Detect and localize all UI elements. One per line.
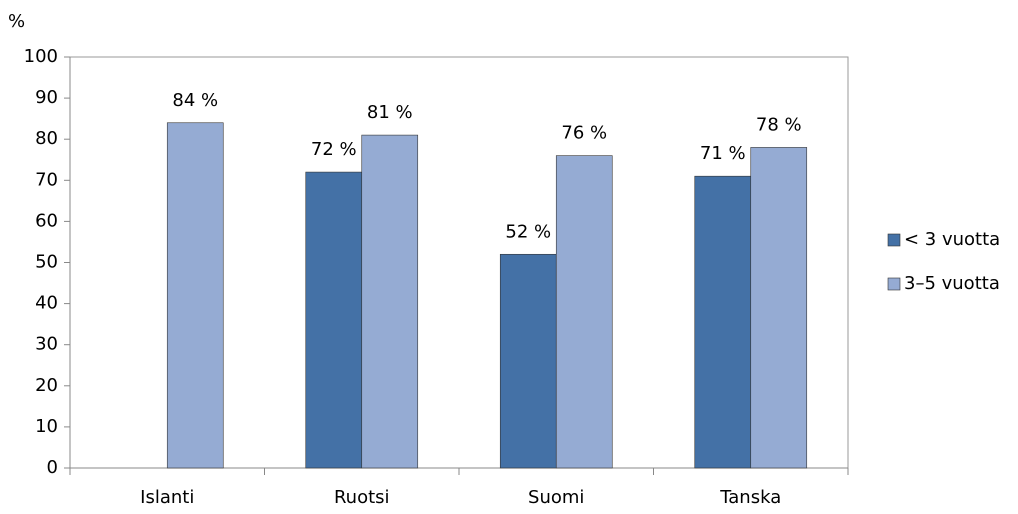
bar: [305, 171, 363, 469]
y-tick-label: 30: [35, 334, 58, 355]
legend-label: < 3 vuotta: [904, 229, 1000, 250]
x-tick-label: Tanska: [719, 487, 781, 508]
y-tick-label: 100: [24, 46, 58, 67]
value-label: 81 %: [367, 102, 413, 123]
y-tick-label: 50: [35, 252, 58, 273]
bar: [361, 134, 419, 469]
y-axis-label: %: [8, 11, 25, 32]
bar: [750, 147, 808, 469]
legend-swatch: [887, 277, 901, 291]
legend-label: 3–5 vuotta: [904, 273, 1000, 294]
value-label: 52 %: [505, 221, 551, 242]
y-tick-label: 40: [35, 293, 58, 314]
legend-swatch: [887, 233, 901, 247]
bar: [166, 122, 224, 469]
value-label: 78 %: [756, 114, 802, 135]
bar: [499, 253, 557, 469]
value-label: 72 %: [311, 139, 357, 160]
value-label: 71 %: [700, 143, 746, 164]
y-tick-label: 70: [35, 169, 58, 190]
x-tick-label: Suomi: [528, 487, 584, 508]
x-tick-label: Islanti: [140, 487, 194, 508]
bar: [694, 175, 752, 469]
y-tick-label: 80: [35, 128, 58, 149]
x-tick-label: Ruotsi: [334, 487, 390, 508]
value-label: 84 %: [172, 90, 218, 111]
value-label: 76 %: [561, 123, 607, 144]
bar: [555, 155, 613, 469]
y-tick-label: 60: [35, 210, 58, 231]
y-tick-label: 10: [35, 416, 58, 437]
y-tick-label: 0: [47, 457, 58, 478]
y-tick-label: 90: [35, 87, 58, 108]
y-tick-label: 20: [35, 375, 58, 396]
